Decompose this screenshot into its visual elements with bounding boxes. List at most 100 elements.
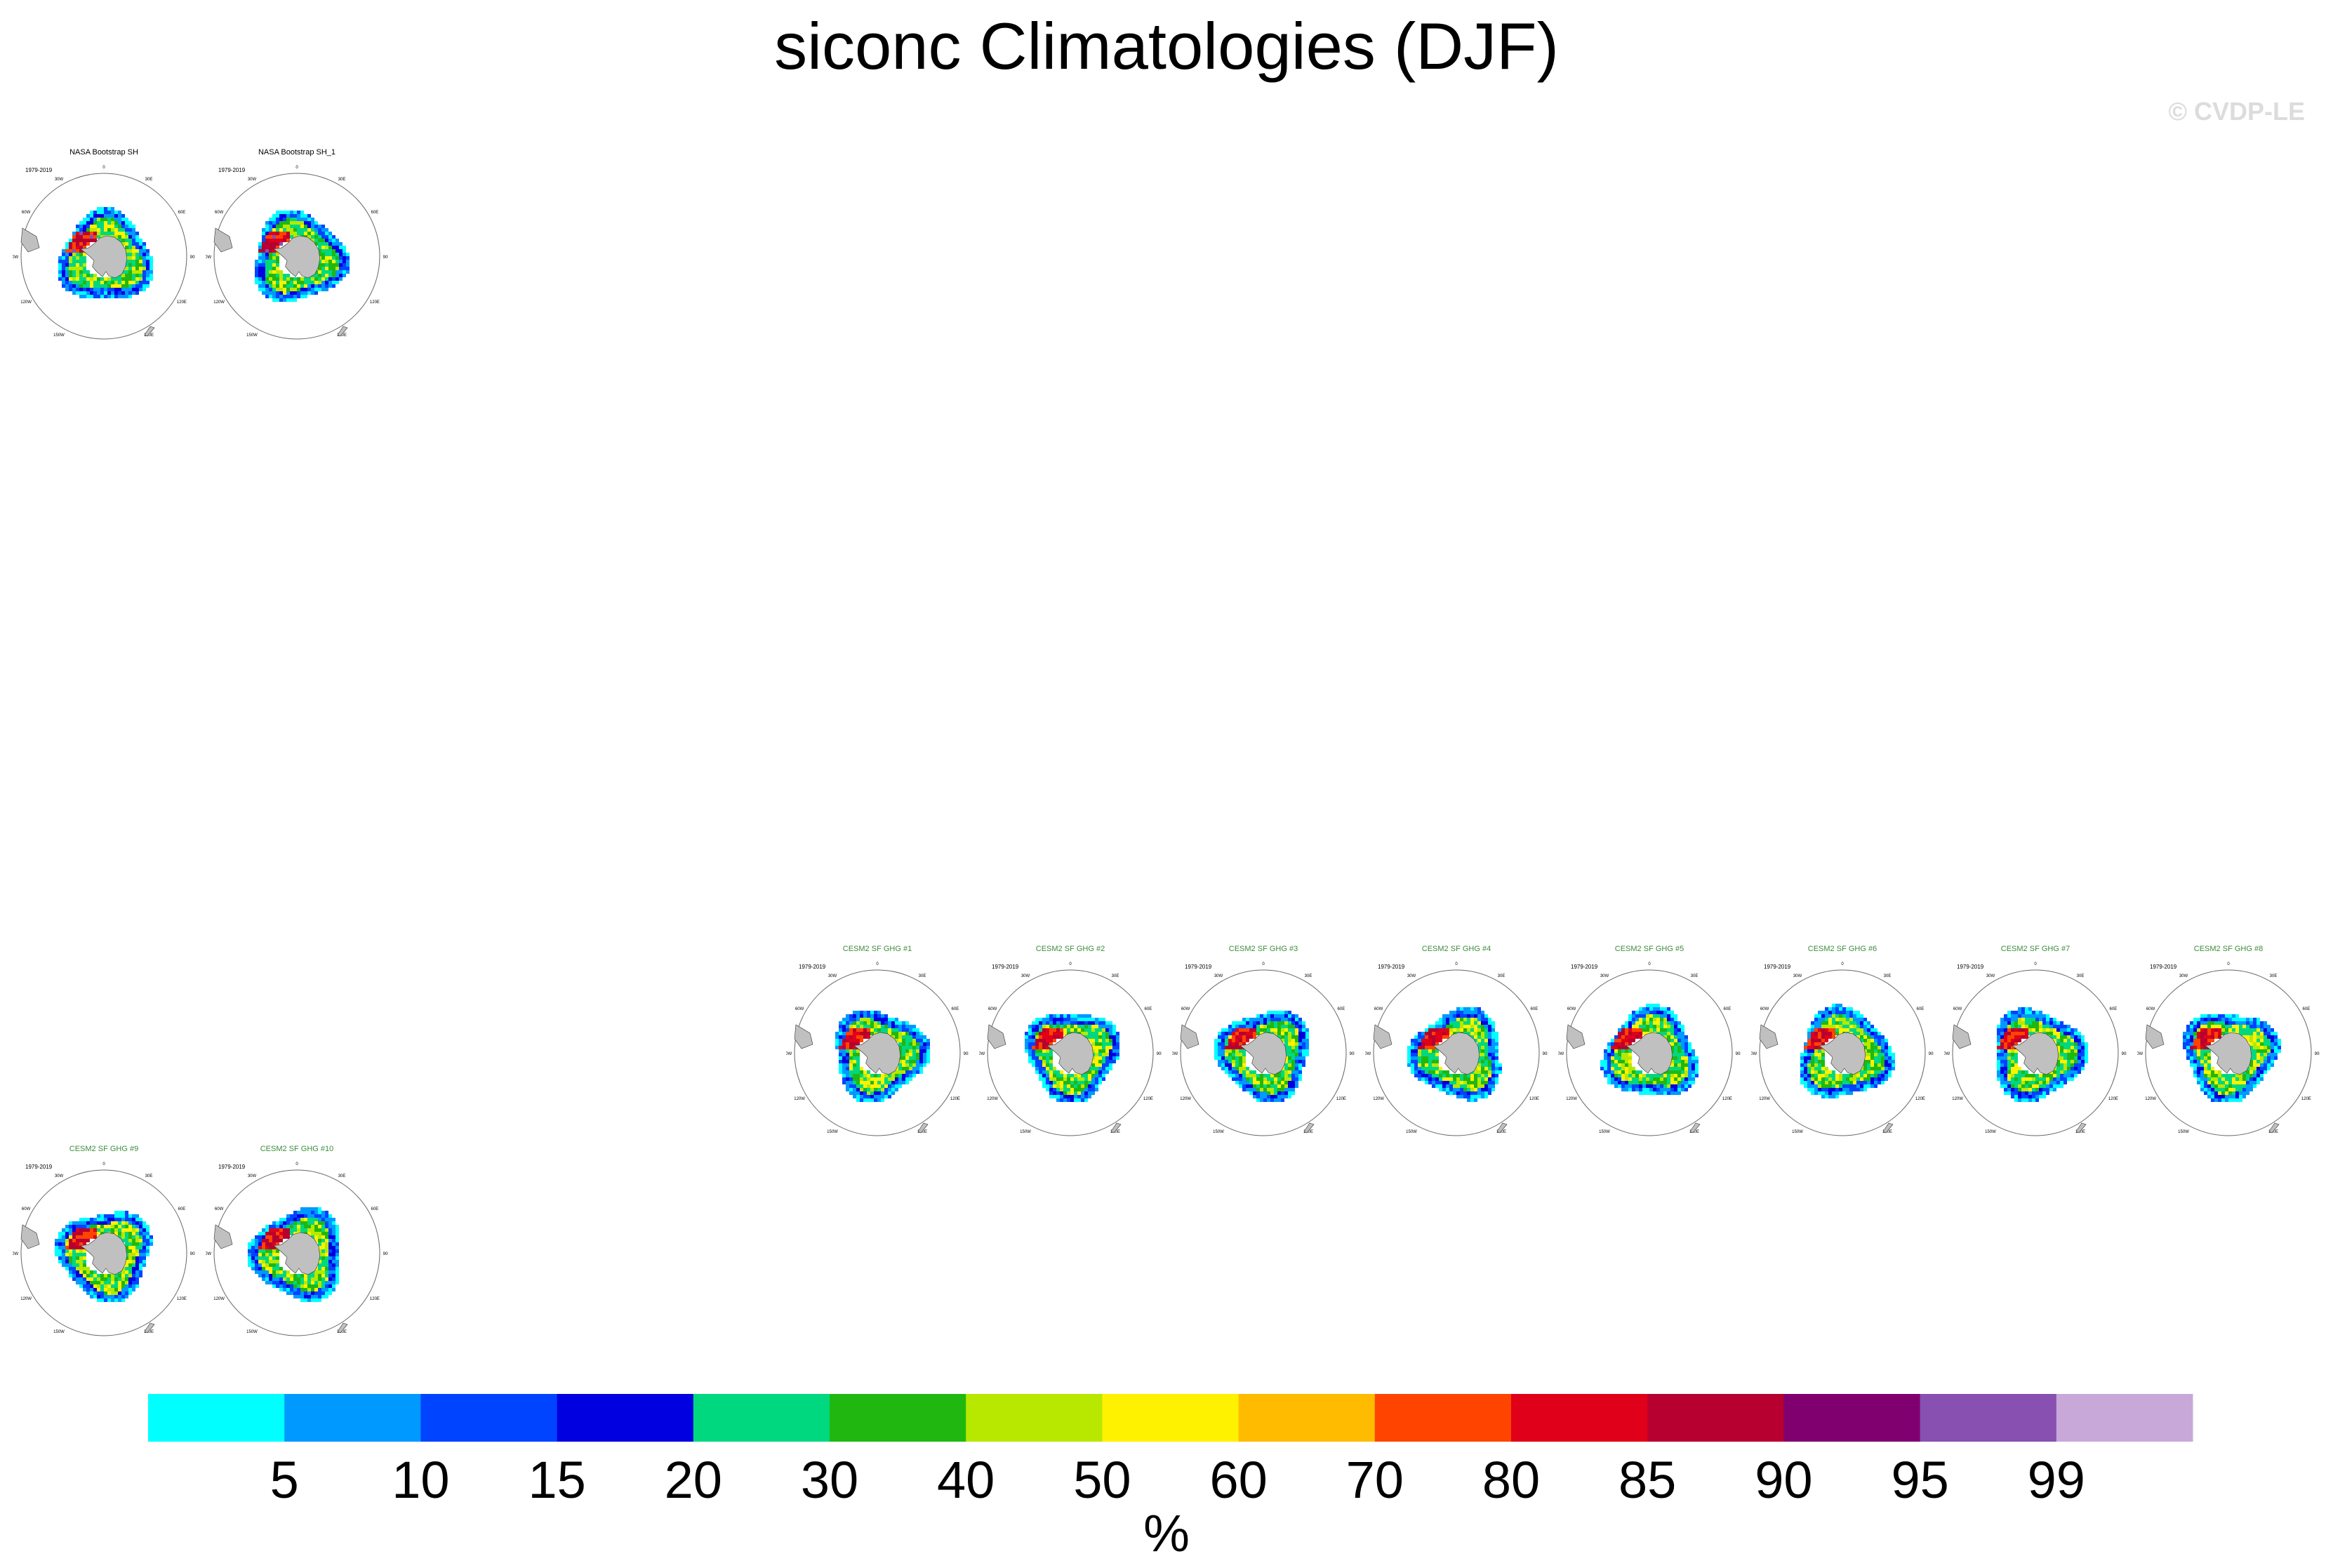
lon-tick-label: 30W: [248, 1174, 257, 1178]
colorbar-segment: [2056, 1394, 2193, 1442]
lon-tick-label: 60E: [1917, 1007, 1925, 1011]
lon-tick-label: 150E: [337, 1330, 347, 1334]
lon-tick-label: 150W: [1792, 1130, 1803, 1134]
lon-tick-label: 30W: [1021, 974, 1030, 978]
sea-ice-field: [2183, 1014, 2281, 1102]
lon-tick-label: 90W: [786, 1052, 792, 1056]
new-zealand-landmass: [144, 326, 155, 337]
lon-tick-label: 60E: [1338, 1007, 1345, 1011]
lon-tick-label: 30W: [248, 178, 257, 182]
lon-tick-label: 30E: [1112, 974, 1119, 978]
lon-tick-label: 60W: [1760, 1007, 1769, 1011]
colorbar-tick-label: 40: [937, 1451, 995, 1509]
lon-tick-label: 120W: [213, 300, 225, 305]
lon-tick-label: 150W: [246, 1330, 258, 1334]
panel-title: CESM2 SF GHG #2: [1036, 945, 1105, 953]
south-america-landmass: [20, 227, 40, 253]
lon-tick-label: 90W: [2137, 1052, 2143, 1056]
lon-tick-label: 120W: [20, 1297, 32, 1301]
panel-period: 1979-2019: [799, 964, 826, 970]
colorbar-segment: [1920, 1394, 2057, 1442]
lon-tick-label: 0: [295, 1162, 298, 1167]
lon-tick-label: 30E: [145, 1174, 153, 1178]
lon-tick-label: 150W: [827, 1130, 838, 1134]
new-zealand-landmass: [1110, 1122, 1122, 1134]
lon-tick-label: 0: [1455, 962, 1458, 966]
lon-tick-label: 120E: [370, 1297, 380, 1301]
new-zealand-landmass: [144, 1322, 155, 1334]
colorbar-tick-label: 50: [1073, 1451, 1131, 1509]
lon-tick-label: 60E: [2303, 1007, 2311, 1011]
panel-period: 1979-2019: [1957, 964, 1984, 970]
map-boundary: [20, 173, 187, 340]
lon-tick-label: 120W: [1759, 1097, 1770, 1101]
map-boundary: [2145, 969, 2312, 1136]
lon-tick-label: 60E: [952, 1007, 959, 1011]
lon-tick-label: 90W: [206, 1252, 212, 1256]
lon-tick-label: 120W: [1952, 1097, 1963, 1101]
panel-title: CESM2 SF GHG #5: [1615, 945, 1684, 953]
colorbar-tick-label: 70: [1346, 1451, 1404, 1509]
panel-period: 1979-2019: [25, 167, 53, 173]
lon-tick-label: 150E: [144, 1330, 154, 1334]
polar-map: CESM2 SF GHG #10 1979-2019 0 30E 60E 90E 120E 1…: [206, 1145, 388, 1336]
lon-tick-label: 30W: [1600, 974, 1609, 978]
lon-tick-label: 120W: [1180, 1097, 1191, 1101]
lon-tick-label: 30E: [338, 1174, 346, 1178]
lon-tick-label: 150W: [1599, 1130, 1610, 1134]
lon-tick-label: 120E: [2108, 1097, 2118, 1101]
lon-tick-label: 90E: [2315, 1052, 2320, 1056]
lon-tick-label: 150W: [53, 1330, 65, 1334]
map-boundary: [1759, 969, 1926, 1136]
antarctica-landmass: [273, 1232, 321, 1275]
new-zealand-landmass: [1303, 1122, 1315, 1134]
polar-map: CESM2 SF GHG #4 1979-2019 0 30E 60E 90E 120E 15…: [1365, 945, 1548, 1136]
lon-tick-label: 30E: [1498, 974, 1506, 978]
lon-tick-label: 150E: [1882, 1130, 1892, 1134]
lon-tick-label: 30W: [1986, 974, 1995, 978]
colorbar-segment: [1238, 1394, 1376, 1442]
lon-tick-label: 120W: [213, 1297, 225, 1301]
lon-tick-label: 90E: [1350, 1052, 1355, 1056]
colorbar-segment: [1102, 1394, 1239, 1442]
lon-tick-label: 60W: [22, 211, 31, 215]
lon-tick-label: 150E: [917, 1130, 927, 1134]
lon-tick-label: 30W: [55, 1174, 64, 1178]
lon-tick-label: 30W: [55, 178, 64, 182]
new-zealand-landmass: [2075, 1122, 2087, 1134]
lon-tick-label: 60E: [2110, 1007, 2118, 1011]
polar-map: CESM2 SF GHG #1 1979-2019 0 30E 60E 90E 120E 15…: [786, 945, 969, 1136]
panel-period: 1979-2019: [25, 1164, 53, 1170]
lon-tick-label: 90W: [13, 255, 19, 260]
sea-ice-field: [1407, 1007, 1502, 1102]
colorbar-tick-label: 60: [1209, 1451, 1267, 1509]
south-america-landmass: [987, 1024, 1006, 1049]
lon-tick-label: 120E: [1143, 1097, 1153, 1101]
panel-period: 1979-2019: [1185, 964, 1212, 970]
lon-tick-label: 0: [1648, 962, 1651, 966]
lon-tick-label: 90E: [383, 1252, 388, 1256]
panel-title: CESM2 SF GHG #4: [1422, 945, 1491, 953]
sea-ice-field: [255, 211, 350, 302]
lon-tick-label: 120W: [2145, 1097, 2156, 1101]
lon-tick-label: 60E: [178, 1207, 186, 1211]
lon-tick-label: 120E: [177, 300, 187, 305]
panel-period: 1979-2019: [218, 1164, 246, 1170]
sea-ice-field: [1600, 1004, 1699, 1095]
lon-tick-label: 60W: [1953, 1007, 1962, 1011]
lon-tick-label: 90W: [1558, 1052, 1564, 1056]
lon-tick-label: 90E: [1736, 1052, 1741, 1056]
new-zealand-landmass: [1882, 1122, 1894, 1134]
antarctica-landmass: [1239, 1032, 1287, 1075]
new-zealand-landmass: [337, 326, 348, 337]
lon-tick-label: 150W: [1213, 1130, 1224, 1134]
colorbar-tick-label: 20: [665, 1451, 722, 1509]
panel-period: 1979-2019: [1764, 964, 1791, 970]
south-america-landmass: [1566, 1024, 1586, 1049]
colorbar-tick-label: 30: [801, 1451, 858, 1509]
map-boundary: [1373, 969, 1540, 1136]
lon-tick-label: 120W: [794, 1097, 805, 1101]
new-zealand-landmass: [917, 1122, 929, 1134]
polar-map: CESM2 SF GHG #3 1979-2019 0 30E 60E 90E 120E 15…: [1172, 945, 1355, 1136]
lon-tick-label: 60E: [1724, 1007, 1732, 1011]
